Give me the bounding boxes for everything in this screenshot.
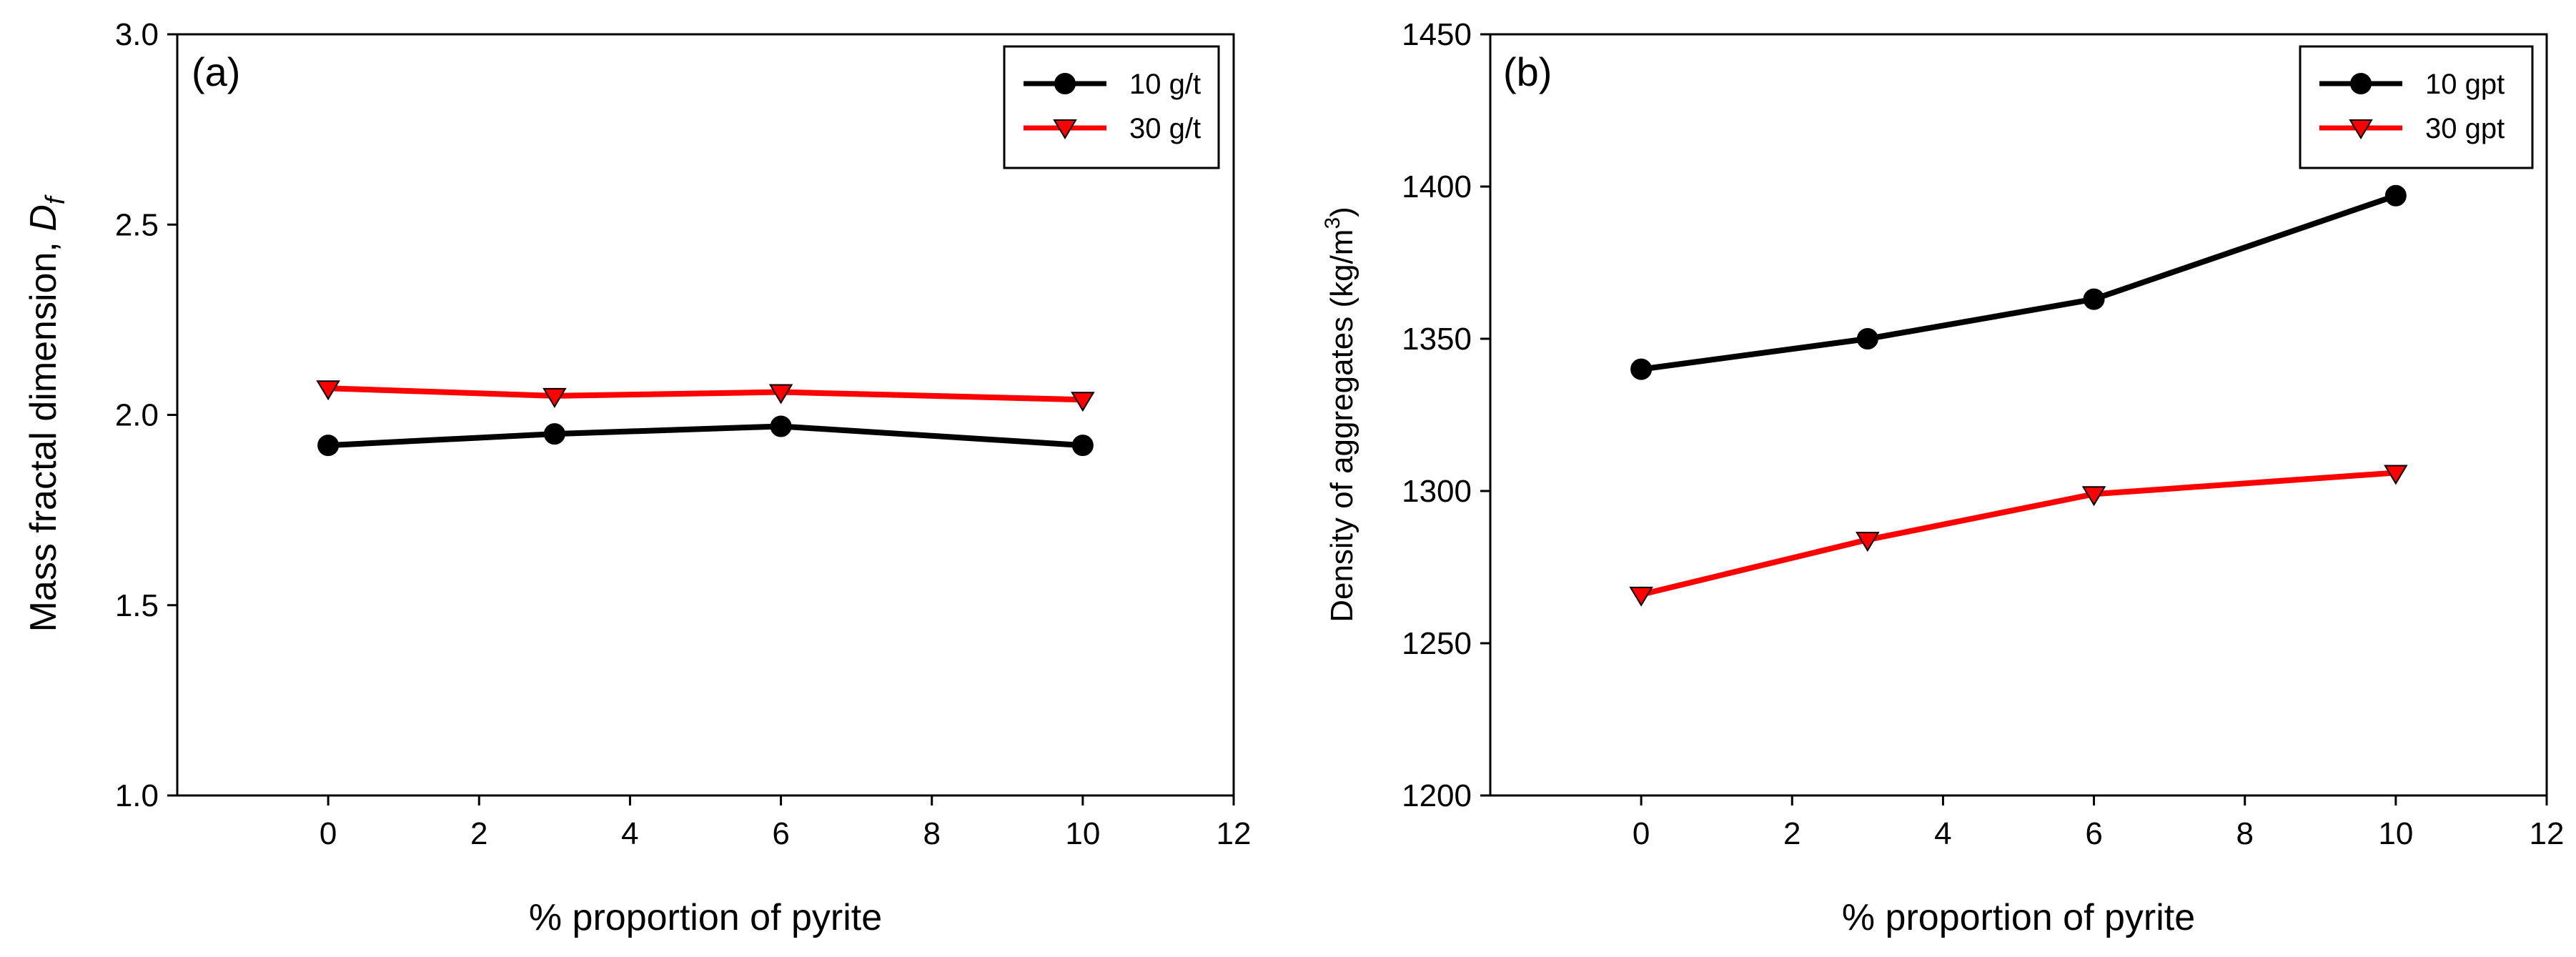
data-point <box>317 435 340 457</box>
x-axis-title: % proportion of pyrite <box>529 897 882 938</box>
panel-label: (b) <box>1503 49 1552 94</box>
series-points <box>1629 184 2408 607</box>
legend-marker-30 <box>1053 119 1077 139</box>
series-lines <box>1640 192 2397 597</box>
x-tick-label: 0 <box>319 816 337 851</box>
y-axis: 1200 1250 1300 1350 1400 1450 <box>1402 17 1490 813</box>
panel-label: (a) <box>192 49 240 94</box>
x-tick-label: 10 <box>1065 816 1100 851</box>
data-point <box>543 423 565 445</box>
data-point <box>543 387 567 408</box>
series-line-1 <box>1640 470 2397 597</box>
legend: 10 g/t 30 g/t <box>1003 45 1220 169</box>
data-point <box>1856 328 1878 349</box>
x-axis: 0 2 4 6 8 10 12 <box>319 795 1252 851</box>
x-tick-label: 2 <box>470 816 487 851</box>
x-axis: 0 2 4 6 8 10 12 <box>1633 795 2565 851</box>
x-tick-label: 4 <box>1934 816 1951 851</box>
series-line-0 <box>1640 192 2397 372</box>
data-point <box>2083 288 2105 310</box>
y-tick-label: 1450 <box>1402 17 1472 52</box>
y-axis-title-superscript: 3 <box>1321 217 1344 229</box>
y-axis-title-symbol: D <box>23 204 64 232</box>
y-tick-label: 1350 <box>1402 322 1472 357</box>
y-tick-label: 1400 <box>1402 169 1472 204</box>
data-point <box>2081 486 2106 507</box>
y-axis: 1.0 1.5 2.0 2.5 3.0 <box>115 17 177 813</box>
y-axis-title-subscript: f <box>41 194 71 204</box>
legend: 10 gpt 30 gpt <box>2299 45 2534 169</box>
data-point <box>2384 465 2408 485</box>
data-point <box>770 415 792 437</box>
y-tick-label: 3.0 <box>115 17 159 52</box>
panel-b: 0 2 4 6 8 10 12 1200 1250 1300 1350 1400 1450 (b) %… <box>1321 17 2564 938</box>
legend-label-30: 30 gpt <box>2425 113 2505 144</box>
y-tick-label: 1.0 <box>115 778 159 813</box>
plot-frame <box>1489 33 2548 797</box>
y-tick-label: 1300 <box>1402 474 1472 509</box>
data-point <box>1629 586 1653 607</box>
x-tick-label: 6 <box>2085 816 2102 851</box>
series-points <box>316 380 1095 457</box>
legend-box <box>2299 45 2534 169</box>
x-tick-label: 4 <box>621 816 638 851</box>
data-point <box>1071 392 1095 412</box>
y-axis-title-main: Mass fractal dimension, <box>23 232 64 633</box>
series-line-1 <box>328 385 1083 403</box>
legend-label-10: 10 gpt <box>2425 69 2505 100</box>
y-axis-title-main: Density of aggregates (kg/m <box>1324 229 1359 623</box>
x-tick-label: 6 <box>772 816 789 851</box>
series-line-0 <box>327 423 1084 449</box>
x-tick-label: 12 <box>2530 816 2565 851</box>
panel-a: 0 2 4 6 8 10 12 1.0 1.5 2.0 2.5 3.0 (a) % proporti… <box>23 17 1251 938</box>
data-point <box>1856 532 1880 552</box>
x-axis-title: % proportion of pyrite <box>1842 897 2195 938</box>
legend-box <box>1003 45 1220 169</box>
legend-marker-30 <box>2349 119 2373 139</box>
legend-label-30: 30 g/t <box>1129 113 1201 144</box>
y-axis-title: Mass fractal dimension, Df <box>23 194 71 632</box>
y-tick-label: 2.5 <box>115 207 159 242</box>
data-point <box>1630 358 1653 380</box>
x-tick-label: 0 <box>1633 816 1650 851</box>
y-tick-label: 1250 <box>1402 626 1472 661</box>
legend-label-10: 10 g/t <box>1129 69 1201 100</box>
data-point <box>768 384 793 405</box>
y-tick-label: 1.5 <box>115 588 159 623</box>
data-point <box>1071 435 1094 457</box>
x-tick-label: 8 <box>2236 816 2253 851</box>
legend-marker-10 <box>1054 73 1076 94</box>
y-tick-label: 1200 <box>1402 778 1472 813</box>
legend-marker-10 <box>2350 73 2372 94</box>
data-point <box>316 380 340 401</box>
x-tick-label: 2 <box>1783 816 1800 851</box>
x-tick-label: 12 <box>1217 816 1252 851</box>
y-tick-label: 2.0 <box>115 398 159 433</box>
y-axis-title: Density of aggregates (kg/m3) <box>1321 207 1359 623</box>
y-axis-title-close: ) <box>1324 207 1359 217</box>
x-tick-label: 8 <box>923 816 940 851</box>
x-tick-label: 10 <box>2378 816 2413 851</box>
data-point <box>2384 184 2407 207</box>
series-lines <box>327 385 1084 449</box>
